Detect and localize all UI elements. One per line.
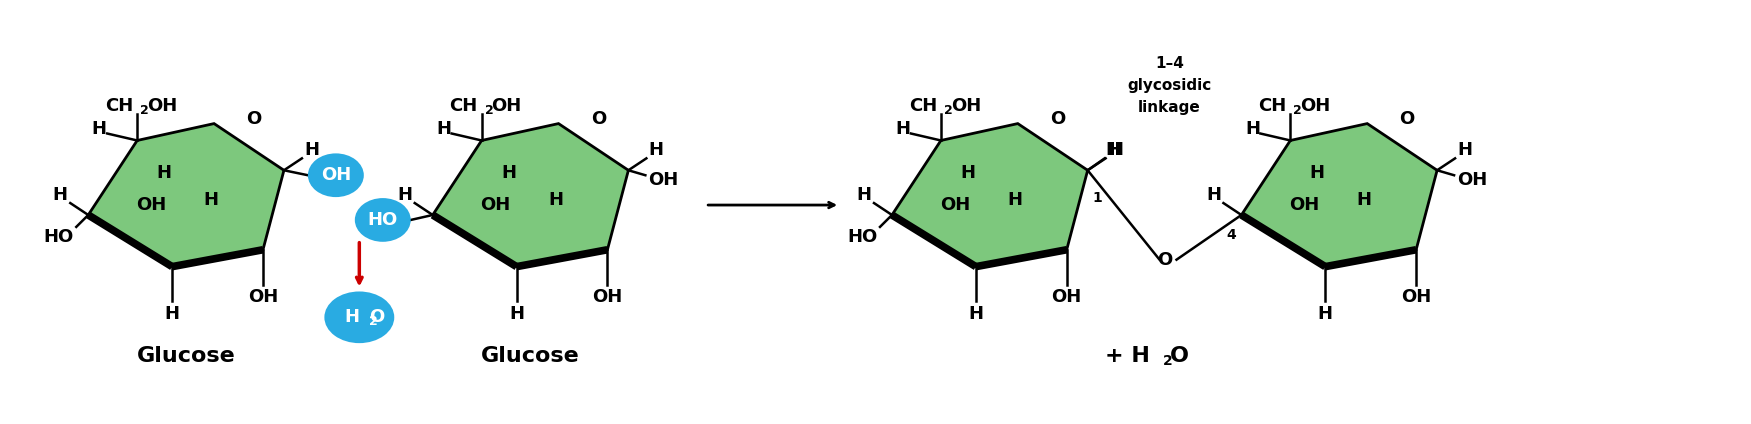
Text: H: H (1357, 191, 1371, 209)
Polygon shape (432, 123, 629, 267)
Text: H: H (895, 120, 911, 137)
Text: OH: OH (1301, 97, 1331, 115)
Text: CH: CH (909, 97, 937, 115)
Text: CH: CH (450, 97, 478, 115)
Text: H: H (397, 186, 411, 204)
Text: H: H (501, 164, 517, 182)
Text: H: H (1108, 142, 1122, 159)
Text: OH: OH (320, 166, 350, 184)
Text: H: H (165, 305, 180, 324)
Text: 2: 2 (369, 315, 378, 328)
Text: Glucose: Glucose (137, 346, 235, 366)
Text: O: O (1051, 110, 1065, 128)
Text: O: O (1157, 251, 1171, 269)
Ellipse shape (308, 153, 364, 197)
Text: OH: OH (147, 97, 177, 115)
Text: O: O (247, 110, 261, 128)
Text: H: H (1319, 305, 1333, 324)
Text: + H: + H (1105, 346, 1150, 366)
Text: CH: CH (1259, 97, 1287, 115)
Text: OH: OH (1457, 171, 1487, 189)
Text: HO: HO (847, 228, 877, 246)
Text: H: H (960, 164, 975, 182)
Text: HO: HO (44, 228, 74, 246)
Text: O: O (590, 110, 606, 128)
Text: OH: OH (648, 171, 678, 189)
Ellipse shape (355, 198, 411, 242)
Text: OH: OH (1289, 196, 1320, 214)
Text: H: H (968, 305, 984, 324)
Text: OH: OH (951, 97, 981, 115)
Text: Glucose: Glucose (482, 346, 580, 366)
Polygon shape (891, 123, 1087, 267)
Text: OH: OH (480, 196, 511, 214)
Text: 1–4: 1–4 (1156, 56, 1184, 71)
Text: H: H (203, 191, 219, 209)
Text: 2: 2 (1294, 104, 1303, 117)
Text: H: H (91, 120, 107, 137)
Text: OH: OH (592, 288, 623, 307)
Text: OH: OH (249, 288, 278, 307)
Text: 2: 2 (1163, 354, 1171, 368)
Text: OH: OH (940, 196, 970, 214)
Text: OH: OH (1052, 288, 1082, 307)
Text: glycosidic: glycosidic (1128, 78, 1212, 93)
Text: H: H (1206, 186, 1220, 204)
Ellipse shape (324, 291, 394, 343)
Text: H: H (1007, 191, 1023, 209)
Text: 2: 2 (485, 104, 494, 117)
Text: CH: CH (105, 97, 133, 115)
Text: O: O (1399, 110, 1415, 128)
Text: H: H (436, 120, 452, 137)
Text: H: H (305, 142, 319, 159)
Text: H: H (156, 164, 172, 182)
Text: O: O (1170, 346, 1189, 366)
Text: H: H (1457, 142, 1473, 159)
Text: linkage: linkage (1138, 100, 1201, 115)
Text: H: H (1310, 164, 1326, 182)
Text: H: H (510, 305, 524, 324)
Text: OH: OH (137, 196, 166, 214)
Polygon shape (88, 123, 284, 267)
Text: OH: OH (1401, 288, 1431, 307)
Text: H: H (1105, 142, 1121, 159)
Text: 1: 1 (1093, 191, 1103, 205)
Text: H: H (650, 142, 664, 159)
Polygon shape (1241, 123, 1438, 267)
Text: 2: 2 (944, 104, 953, 117)
Text: OH: OH (492, 97, 522, 115)
Text: H: H (1245, 120, 1261, 137)
Text: HO: HO (368, 211, 397, 229)
Text: 4: 4 (1226, 228, 1236, 242)
Text: H: H (548, 191, 564, 209)
Text: H: H (345, 308, 361, 326)
Text: H: H (856, 186, 872, 204)
Text: 2: 2 (140, 104, 149, 117)
Text: O: O (369, 308, 385, 326)
Text: H: H (53, 186, 68, 204)
